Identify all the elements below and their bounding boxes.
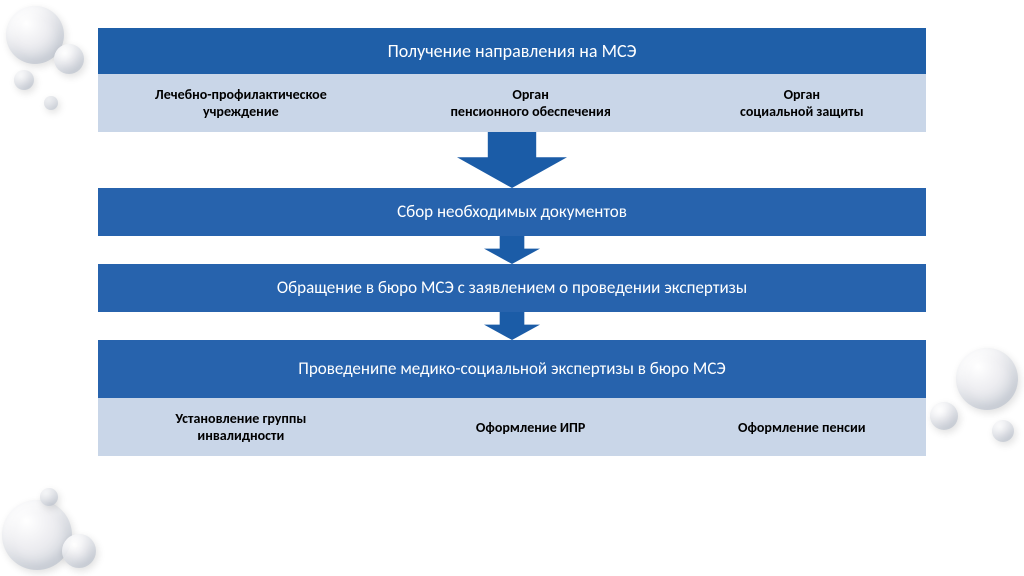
- bubble-decoration: [14, 70, 34, 90]
- outcome-label: Оформление пенсии: [688, 419, 916, 436]
- arrow-small-1: [98, 236, 926, 264]
- chevron-down-icon: [457, 132, 567, 188]
- chevron-down-icon: [484, 312, 540, 340]
- title-text: Получение направления на МСЭ: [388, 40, 637, 62]
- outcome-cell-2: Оформление пенсии: [678, 398, 926, 456]
- step-text: Сбор необходимых документов: [397, 201, 627, 222]
- outcomes-row: Установление группыинвалидности Оформлен…: [98, 398, 926, 456]
- title-bar: Получение направления на МСЭ: [98, 28, 926, 74]
- step-1-bar: Сбор необходимых документов: [98, 188, 926, 236]
- arrow-large: [98, 132, 926, 188]
- source-label: Органсоциальной защиты: [688, 86, 916, 120]
- bubble-decoration: [44, 96, 58, 110]
- outcome-cell-0: Установление группыинвалидности: [98, 398, 384, 456]
- bubble-decoration: [40, 488, 58, 506]
- source-cell-2: Органсоциальной защиты: [678, 74, 926, 132]
- step-text: Проведенипе медико-социальной экспертизы…: [298, 358, 725, 379]
- step-3-bar: Проведенипе медико-социальной экспертизы…: [98, 340, 926, 398]
- source-label: Органпенсионного обеспечения: [394, 86, 668, 120]
- source-cell-0: Лечебно-профилактическое учреждение: [98, 74, 384, 132]
- arrow-small-2: [98, 312, 926, 340]
- chevron-down-icon: [484, 236, 540, 264]
- outcome-label: Установление группыинвалидности: [108, 410, 374, 444]
- step-2-bar: Обращение в бюро МСЭ с заявлением о пров…: [98, 264, 926, 312]
- bubble-decoration: [62, 534, 96, 568]
- bubble-decoration: [956, 348, 1018, 410]
- bubble-decoration: [930, 402, 958, 430]
- bubble-decoration: [54, 44, 84, 74]
- outcome-cell-1: Оформление ИПР: [384, 398, 678, 456]
- source-label: Лечебно-профилактическое учреждение: [108, 86, 374, 120]
- sources-row: Лечебно-профилактическое учреждение Орга…: [98, 74, 926, 132]
- outcome-label: Оформление ИПР: [394, 419, 668, 436]
- step-text: Обращение в бюро МСЭ с заявлением о пров…: [277, 277, 747, 298]
- flowchart: Получение направления на МСЭ Лечебно-про…: [98, 28, 926, 456]
- bubble-decoration: [992, 420, 1014, 442]
- bubble-decoration: [2, 500, 72, 570]
- source-cell-1: Органпенсионного обеспечения: [384, 74, 678, 132]
